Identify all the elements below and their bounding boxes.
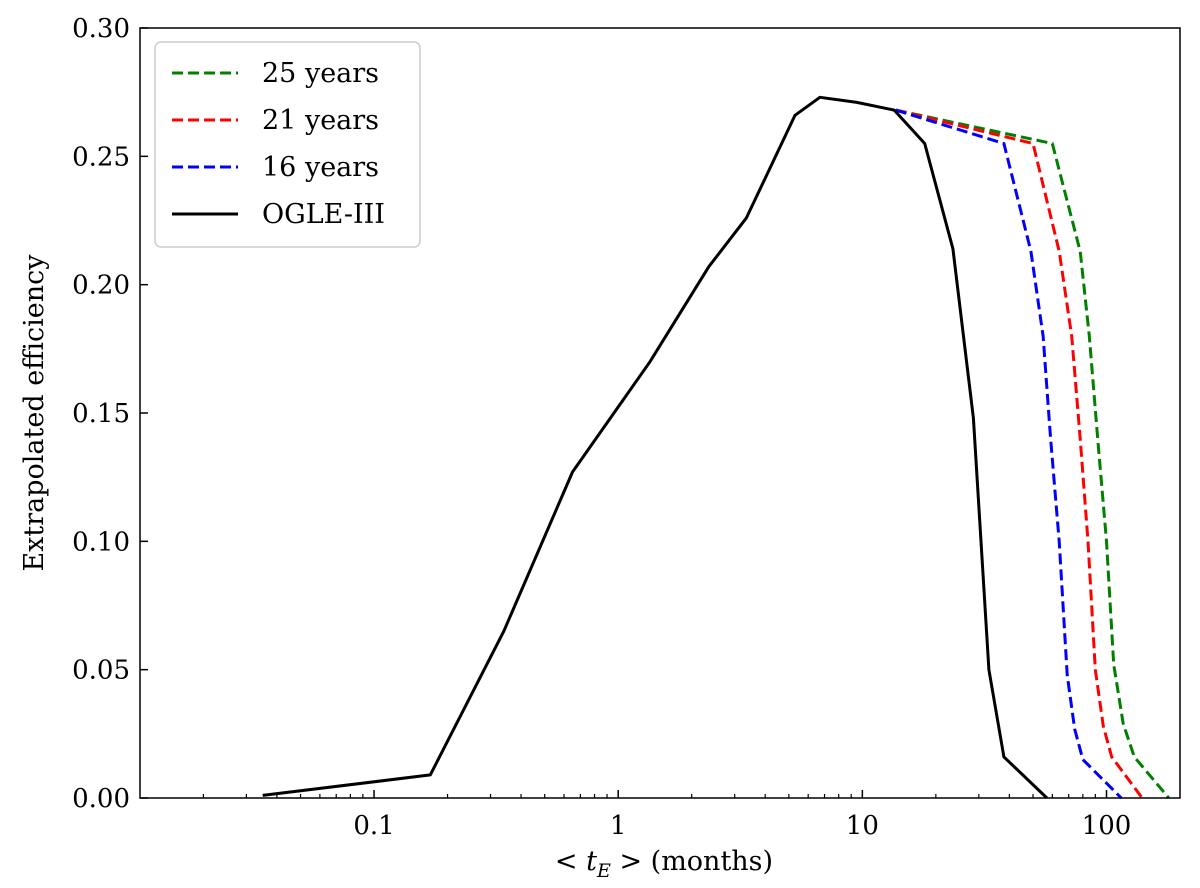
legend-label-25-years: 25 years — [262, 58, 379, 89]
y-tick-label: 0.25 — [72, 142, 130, 172]
y-tick-label: 0.15 — [72, 399, 130, 429]
y-tick-label: 0.30 — [72, 14, 130, 44]
plot-frame — [139, 27, 1181, 799]
series-line-21-years — [895, 108, 1144, 799]
tick-labels: 0.1 1 10 100 0.00 0.05 0.10 0.15 0.20 0.25 0.30 — [72, 14, 1131, 841]
x-axis-label-subscript: E — [596, 860, 611, 882]
x-tick-label: 10 — [846, 811, 879, 841]
legend-frame — [154, 41, 421, 248]
x-axis-label: < tE > (months) — [555, 846, 773, 882]
legend-label-16-years: 16 years — [262, 152, 379, 183]
legend-label-21-years: 21 years — [262, 105, 379, 136]
y-tick-label: 0.10 — [72, 527, 130, 557]
x-axis-label-variable: t — [586, 846, 597, 877]
series-line-16-years — [895, 108, 1123, 800]
y-tick-label: 0.20 — [72, 271, 130, 301]
series-lines — [262, 95, 1170, 800]
y-tick-label: 0.00 — [72, 784, 130, 814]
legend-label-ogle-iii: OGLE-III — [262, 199, 385, 230]
series-line-ogle-iii — [262, 95, 1048, 800]
legend: 25 years 21 years 16 years OGLE-III — [154, 41, 421, 248]
series-line-25-years — [895, 108, 1170, 799]
x-axis-label-suffix: > (months) — [611, 846, 773, 877]
y-axis-label: Extrapolated efficiency — [19, 254, 50, 572]
y-tick-label: 0.05 — [72, 656, 130, 686]
x-tick-label: 1 — [610, 811, 627, 841]
x-tick-label: 0.1 — [353, 811, 394, 841]
x-axis-label-prefix: < — [555, 846, 586, 877]
x-tick-label: 100 — [1082, 811, 1132, 841]
legend-items: 25 years 21 years 16 years OGLE-III — [172, 58, 385, 230]
